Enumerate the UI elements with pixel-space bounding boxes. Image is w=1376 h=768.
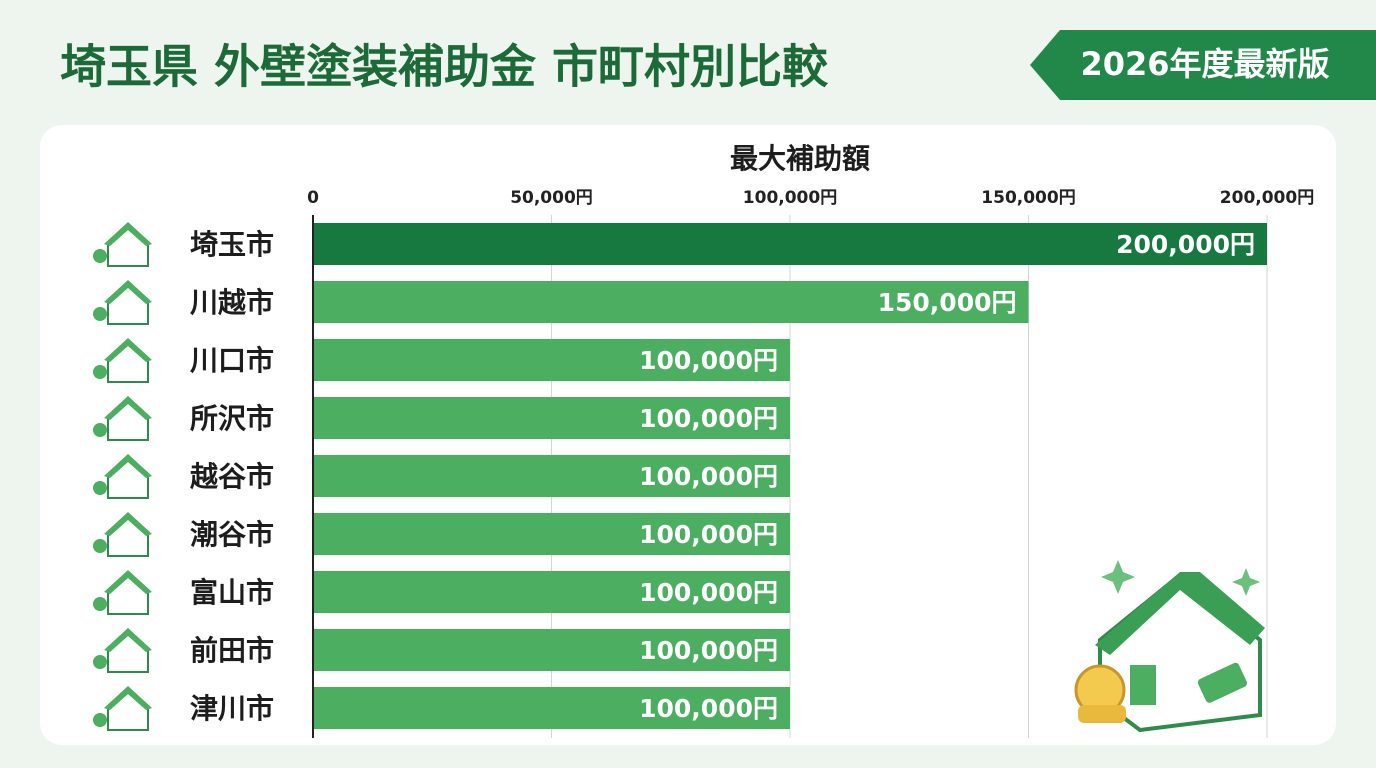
value-label: 200,000円	[1116, 230, 1255, 259]
x-tick-label: 0	[307, 188, 319, 208]
row-icon-tree	[93, 481, 107, 495]
y-tick-label: 富山市	[190, 576, 274, 609]
bar	[313, 571, 790, 613]
row-icon-tree	[93, 713, 107, 727]
value-label: 100,000円	[639, 404, 778, 433]
row-icon-roof	[104, 454, 152, 478]
bar	[313, 687, 790, 729]
row-icon-tree	[93, 597, 107, 611]
value-label: 100,000円	[639, 520, 778, 549]
row-icon-roof	[104, 686, 152, 710]
x-tick-label: 50,000円	[510, 188, 593, 208]
y-tick-label: 潮谷市	[190, 518, 274, 551]
badge-shape	[1030, 30, 1376, 100]
row-icon-roof	[104, 628, 152, 652]
row-icon-tree	[93, 539, 107, 553]
row-icon-roof	[104, 512, 152, 536]
y-tick-label: 埼玉市	[190, 228, 274, 261]
row-icon-roof	[104, 570, 152, 594]
row-icon-roof	[104, 338, 152, 362]
row-icon-tree	[93, 365, 107, 379]
y-tick-label: 前田市	[190, 634, 274, 667]
x-tick-label: 200,000円	[1220, 188, 1314, 208]
y-tick-label: 越谷市	[190, 460, 274, 493]
x-tick-label: 100,000円	[743, 188, 837, 208]
bar	[313, 629, 790, 671]
axis-title: 最大補助額	[730, 142, 870, 175]
y-tick-label: 川越市	[190, 286, 274, 319]
chart-title: 埼玉県 外壁塗装補助金 市町村別比較	[60, 40, 829, 94]
row-icon-tree	[93, 655, 107, 669]
y-tick-label: 川口市	[190, 344, 274, 377]
value-label: 100,000円	[639, 694, 778, 723]
row-icon-tree	[93, 423, 107, 437]
value-label: 100,000円	[639, 462, 778, 491]
bar	[313, 223, 1267, 265]
bar	[313, 281, 1029, 323]
row-icon-roof	[104, 222, 152, 246]
row-icon-roof	[104, 396, 152, 420]
value-label: 100,000円	[639, 578, 778, 607]
value-label: 100,000円	[639, 346, 778, 375]
x-tick-label: 150,000円	[981, 188, 1075, 208]
value-label: 100,000円	[639, 636, 778, 665]
bar	[313, 455, 790, 497]
row-icon-roof	[104, 280, 152, 304]
y-tick-label: 所沢市	[190, 402, 274, 435]
badge-text: 2026年度最新版	[1080, 45, 1329, 83]
bar	[313, 397, 790, 439]
bar	[313, 513, 790, 555]
value-label: 150,000円	[878, 288, 1017, 317]
house-illustration	[1074, 560, 1265, 733]
row-icon-tree	[93, 307, 107, 321]
bar	[313, 339, 790, 381]
y-tick-label: 津川市	[190, 692, 274, 725]
row-icon-tree	[93, 249, 107, 263]
